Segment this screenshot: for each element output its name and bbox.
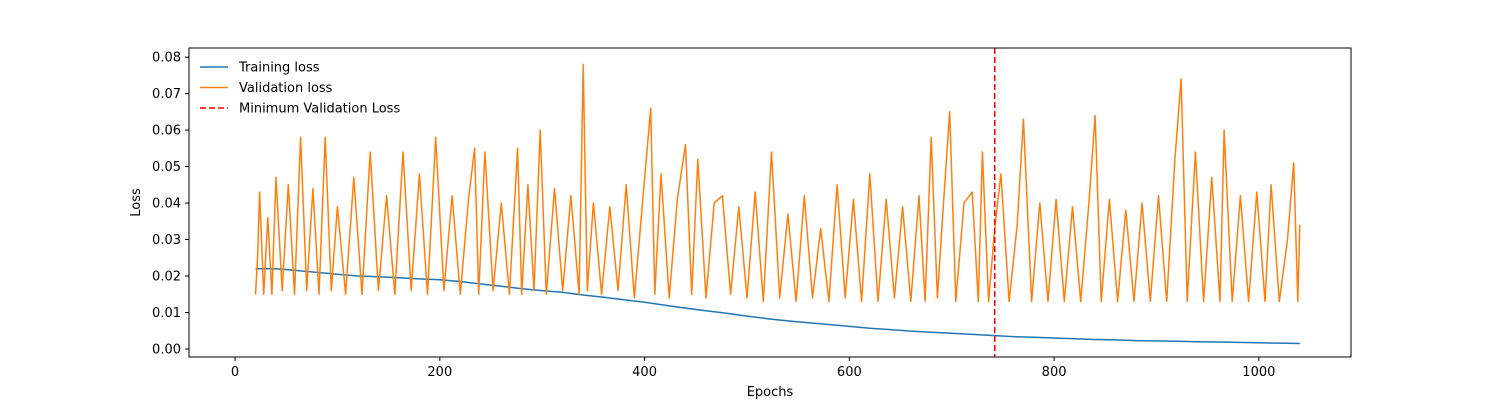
- x-axis-title: Epochs: [747, 385, 794, 400]
- y-tick-label: 0.04: [152, 197, 181, 212]
- y-tick-label: 0.08: [152, 51, 181, 66]
- x-axis: 0 200 400 600 800 1000: [231, 357, 1275, 380]
- y-tick-label: 0.05: [152, 160, 181, 175]
- x-tick-label: 800: [1042, 365, 1067, 380]
- legend: Training loss Validation loss Minimum Vali…: [200, 61, 400, 117]
- legend-label: Training loss: [238, 61, 320, 76]
- x-tick-label: 0: [231, 365, 239, 380]
- y-axis-title: Loss: [129, 188, 144, 217]
- x-tick-label: 200: [427, 365, 452, 380]
- y-tick-label: 0.06: [152, 124, 181, 139]
- series-line-training-loss: [255, 267, 1300, 345]
- plot-frame: [188, 47, 1352, 358]
- plot-area: [254, 48, 1301, 357]
- legend-label: Validation loss: [239, 81, 333, 96]
- y-tick-label: 0.03: [152, 233, 181, 248]
- x-tick-label: 600: [837, 365, 862, 380]
- x-tick-label: 400: [632, 365, 657, 380]
- y-tick-label: 0.02: [152, 270, 181, 285]
- x-tick-label: 1000: [1242, 365, 1275, 380]
- y-tick-label: 0.07: [152, 87, 181, 102]
- y-tick-label: 0.00: [152, 342, 181, 357]
- y-tick-label: 0.01: [152, 306, 181, 321]
- series-line-validation-loss: [254, 63, 1301, 303]
- legend-label: Minimum Validation Loss: [239, 102, 400, 117]
- y-axis: 0.00 0.01 0.02 0.03 0.04 0.05 0.06 0.07 0.08: [152, 51, 189, 357]
